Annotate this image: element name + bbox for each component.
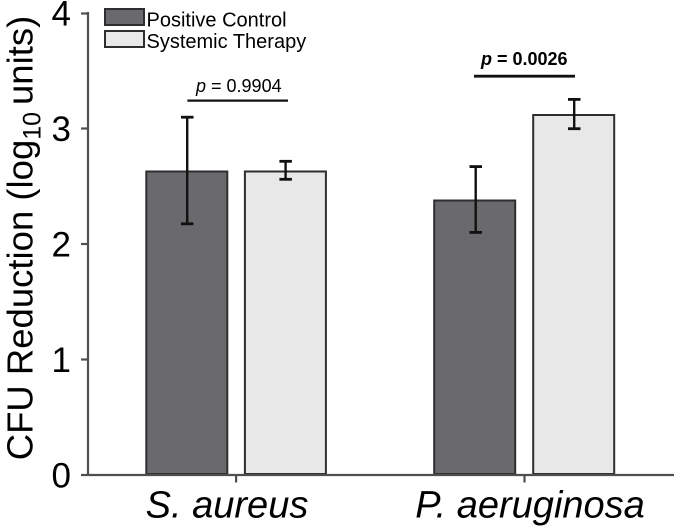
svg-text:P. aeruginosa: P. aeruginosa — [415, 485, 645, 527]
svg-text:CFU Reduction (log10 units): CFU Reduction (log10 units) — [0, 16, 47, 461]
svg-text:S. aureus: S. aureus — [146, 485, 309, 527]
svg-text:2: 2 — [52, 226, 71, 265]
svg-text:1: 1 — [52, 341, 71, 380]
svg-text:4: 4 — [52, 0, 71, 34]
svg-text:0: 0 — [52, 457, 71, 496]
svg-text:Systemic Therapy: Systemic Therapy — [147, 31, 307, 53]
svg-text:3: 3 — [52, 110, 71, 149]
svg-text:p = 0.0026: p = 0.0026 — [480, 49, 568, 69]
svg-text:p = 0.9904: p = 0.9904 — [195, 76, 282, 96]
svg-text:Positive Control: Positive Control — [147, 10, 287, 32]
